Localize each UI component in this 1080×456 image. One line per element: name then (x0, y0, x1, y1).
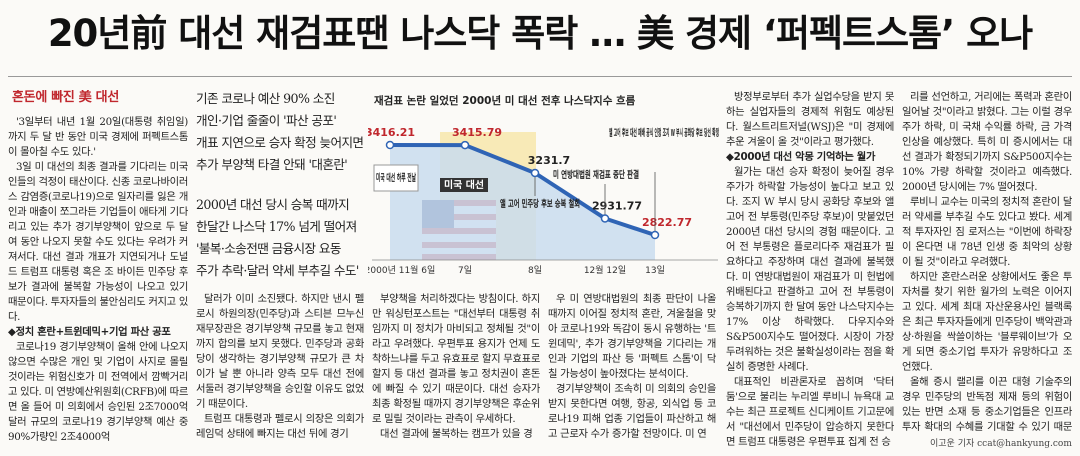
quote-line: 추가 부양책 타결 안돼 '대혼란' (196, 157, 348, 172)
paragraph: 달러가 이미 소진됐다. 하지만 낸시 펠로시 하원의장(민주당)과 스티븐 므… (196, 293, 364, 410)
annotation: 미 연방대법원 재검표 중단 판결 (553, 169, 639, 181)
column: 달러가 이미 소진됐다. 하지만 낸시 펠로시 하원의장(민주당)과 스티븐 므… (196, 292, 364, 456)
quote-line: 한달간 나스닥 17% 넘게 떨어져 (196, 219, 357, 234)
point (460, 140, 470, 150)
column: 리를 선언하고, 거리에는 폭력과 혼란이 일어날 것"이라고 밝혔다. 그는 … (902, 90, 1072, 436)
paragraph: 대선 결과에 불복하는 캠프가 있을 경 (380, 428, 533, 440)
section-title: 혼돈에 빠진 美 대선 (12, 90, 119, 105)
paragraph: 하지만 혼란스러운 상황에서도 좋은 투자처를 찾기 위한 월가의 노력은 이어… (902, 271, 1072, 373)
annotation-box (440, 178, 488, 192)
paragraph: 루비니 교수는 미국의 정치적 혼란이 달러 약세를 부추길 수도 있다고 봤다… (902, 196, 1072, 268)
value-label: 3416.21 (368, 126, 415, 139)
paragraph: 코로나19 경기부양책이 올해 안에 나오지 않으면 수많은 개인 및 기업이 … (8, 341, 188, 443)
paragraph: 경기부양책이 조속히 미 의회의 승인을 받지 못한다면 여행, 항공, 외식업… (548, 383, 716, 440)
annotation: 미국 대선 (444, 179, 484, 191)
quote-line: 기존 코로나 예산 90% 소진 (196, 91, 335, 106)
x-tick-label: 7일 (458, 265, 472, 276)
paragraph: '3일부터 내년 1월 20일(대통령 취임일)까지 두 달 반 동안 미국 경… (8, 116, 188, 158)
column: 우 미 연방대법원의 최종 판단이 나올 때까지 이어질 정치적 혼란, 겨울철… (548, 292, 716, 456)
annotation-box (373, 164, 419, 192)
quote-line: 개인·기업 줄줄이 '파산 공포' (196, 113, 337, 128)
column: 방정부로부터 추가 실업수당을 받지 못하는 실업자들의 경제적 위험도 예상된… (726, 90, 894, 456)
value-label: 3415.79 (452, 126, 502, 139)
paragraph: 올해 증시 랠리를 이끈 대형 기술주의 경우 민주당의 반독점 제재 등의 위… (902, 376, 1072, 433)
area (390, 145, 655, 260)
paragraph: ◆2000년 대선 악몽 기억하는 월가 (726, 151, 876, 163)
column: 혼돈에 빠진 美 대선 '3일부터 내년 1월 20일(대통령 취임일)까지 두… (8, 90, 188, 456)
paragraph: 3일 미 대선의 최종 결과를 기다리는 미국인들의 걱정이 태산이다. 신종 … (8, 161, 188, 323)
paragraph: ◆정치 혼란+트윈데믹+기업 파산 공포 (8, 326, 171, 338)
x-tick-label: 2000년 11월 6일 (368, 264, 435, 276)
paragraph: 대표적인 비관론자로 꼽히며 '닥터 둠'으로 불리는 누리엘 루비니 뉴욕대 … (726, 376, 894, 448)
headline: 20년前 대선 재검표땐 나스닥 폭락 … 美 경제 ‘퍼펙트스톰’ 오나 (47, 12, 1033, 55)
annotation: 미국 대선 하루 전날 (376, 172, 416, 184)
chart-title: 재검표 논란 일었던 2000년 미 대선 전후 나스닥지수 흐름 (374, 94, 636, 107)
x-tick-label: 8일 (528, 265, 542, 276)
separator (8, 76, 1072, 77)
point (650, 230, 660, 240)
x-tick-label: 12월 12일 (584, 264, 626, 276)
annotation: 앨 고어 민주당 후보 승복 철회 (500, 198, 580, 210)
value-label: 2931.77 (592, 199, 642, 212)
quote-line: 개표 지연으로 승자 확정 늦어지면 (196, 135, 364, 150)
chart: 재검표 논란 일었던 2000년 미 대선 전후 나스닥지수 흐름 3416.2… (368, 92, 722, 288)
quote-line: 2000년 대선 당시 승복 때까지 (196, 197, 350, 212)
paragraph: 우 미 연방대법원의 최종 판단이 나올 때까지 이어질 정치적 혼란, 겨울철… (548, 293, 716, 380)
point (385, 140, 395, 150)
point (530, 168, 540, 178)
quote-line: 주가 추락·달러 약세 부추길 수도' (196, 263, 359, 278)
annotation: 앨 고어 후보 대선 패배 공식 인정 조지 W 부시 공화당 후보 당선 확정 (609, 127, 719, 139)
point (600, 214, 610, 223)
paragraph: 트럼프 대통령과 펠로시 의장은 의회가 레임덕 상태에 빠지는 대선 뒤에 경… (196, 413, 364, 440)
paragraph: 월가는 대선 승자 확정이 늦어질 경우 주가가 하락할 가능성이 높다고 보고… (726, 166, 894, 373)
paragraph: 리를 선언하고, 거리에는 폭력과 혼란이 일어날 것"이라고 밝혔다. 그는 … (902, 91, 1072, 193)
byline: 이고운 기자 ccat@hankyung.com (930, 439, 1072, 449)
column: 부양책을 처리하겠다는 방침이다. 하지만 워싱턴포스트는 "대선부터 대통령 … (372, 292, 540, 456)
value-label: 2822.77 (642, 216, 692, 229)
paragraph: 방정부로부터 추가 실업수당을 받지 못하는 실업자들의 경제적 위험도 예상된… (726, 91, 894, 148)
value-label: 3231.7 (528, 154, 570, 167)
paragraph: 부양책을 처리하겠다는 방침이다. 하지만 워싱턴포스트는 "대선부터 대통령 … (372, 293, 540, 425)
x-tick-label: 13일 (645, 265, 665, 276)
quote-line: '불복·소송전땐 금융시장 요동 (196, 241, 342, 256)
